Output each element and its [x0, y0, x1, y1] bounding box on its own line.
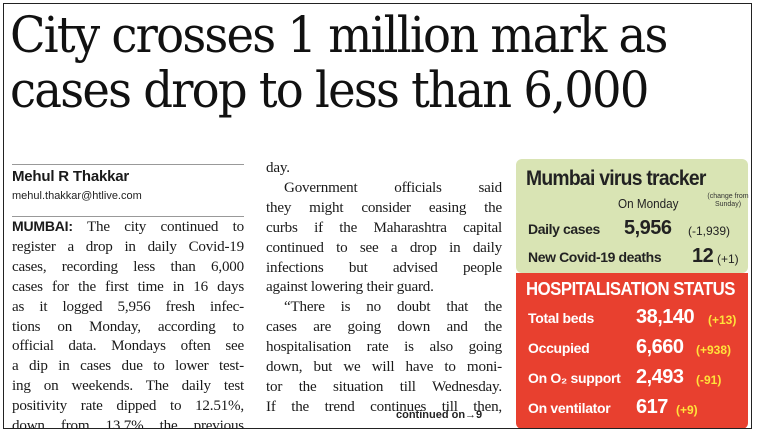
row-value: 6,660	[636, 336, 684, 358]
headline: City crosses 1 million mark as cases dro…	[10, 8, 698, 118]
ventilator-row: On ventilator 617 (+9)	[528, 396, 698, 418]
continued-on-link: continued on→9	[396, 409, 483, 421]
total-beds-row: Total beds 38,140 (+13)	[528, 306, 736, 328]
row-value: 2,493	[636, 366, 684, 388]
deaths-change: (+1)	[717, 252, 739, 266]
article-line: cases are going down and the	[266, 319, 502, 336]
row-label: On ventilator	[528, 400, 611, 416]
headline-line-1: City crosses 1 million mark as	[10, 6, 668, 64]
article-line: register a drop in daily Covid-19	[12, 238, 244, 255]
daily-cases-change: (-1,939)	[688, 224, 731, 238]
daily-cases-label: Daily cases	[528, 221, 600, 237]
tracker-subtitle: On Monday	[618, 196, 679, 211]
daily-cases-value: 5,956	[624, 217, 672, 239]
row-label: Occupied	[528, 340, 590, 356]
article-line: cases for the first time in 16 days	[12, 278, 244, 295]
hospitalisation-status-box: HOSPITALISATION STATUS Total beds 38,140…	[516, 273, 748, 428]
author-email: mehul.thakkar@htlive.com	[12, 190, 142, 202]
article-column-1: MUMBAI: The city continued to register a…	[12, 217, 244, 429]
article-column-2: day. Government officials said they migh…	[266, 159, 502, 418]
row-label: Total beds	[528, 310, 594, 326]
occupied-row: Occupied 6,660 (+938)	[528, 336, 731, 358]
article-line: tor the situation till Wednesday.	[266, 378, 502, 395]
tracker-title: Mumbai virus tracker	[526, 167, 706, 190]
tracker-note: (change from Sunday)	[707, 193, 749, 208]
article-line: as it logged 5,956 fresh infec-	[12, 298, 244, 315]
virus-tracker-box: Mumbai virus tracker On Monday (change f…	[516, 159, 749, 273]
row-label: On O₂ support	[528, 370, 621, 386]
deaths-row: New Covid-19 deaths 12 (+1)	[528, 245, 739, 267]
byline: Mehul R Thakkar mehul.thakkar@htlive.com	[12, 164, 244, 202]
row-change: (+9)	[676, 403, 698, 417]
article-line: Government officials said	[284, 179, 502, 196]
dateline: MUMBAI:	[12, 218, 73, 234]
article-line: tions on Monday, according to	[12, 318, 244, 335]
row-value: 38,140	[636, 306, 695, 328]
article-line: If the trend continues till then,	[266, 398, 502, 415]
row-change: (+13)	[708, 313, 737, 327]
deaths-value: 12	[692, 245, 714, 267]
article-line: down, but we will have to moni-	[266, 359, 502, 376]
article-line: day.	[266, 160, 290, 176]
article-line: down from 13.7% the previous	[12, 418, 244, 429]
article-line: they might consider easing the	[266, 199, 502, 216]
daily-cases-row: Daily cases 5,956 (-1,939)	[528, 217, 730, 239]
author-name: Mehul R Thakkar	[12, 168, 130, 185]
deaths-label: New Covid-19 deaths	[528, 249, 662, 265]
headline-line-2: cases drop to less than 6,000	[10, 61, 649, 119]
hospitalisation-title: HOSPITALISATION STATUS	[526, 279, 735, 299]
article-line: a dip in cases due to lower test-	[12, 358, 244, 375]
newspaper-clipping: City crosses 1 million mark as cases dro…	[3, 3, 752, 429]
row-value: 617	[636, 396, 668, 418]
article-line: MUMBAI: The city continued to	[12, 218, 244, 235]
article-line: against lowering their guard.	[266, 279, 434, 296]
article-line: positivity rate dipped to 12.51%,	[12, 398, 244, 415]
row-change: (+938)	[696, 343, 732, 357]
article-line: continued to see a drop in daily	[266, 239, 502, 256]
article-line: official data. Mondays often see	[12, 338, 244, 355]
article-line: cases, recording less than 6,000	[12, 258, 244, 275]
o2-support-row: On O₂ support 2,493 (-91)	[528, 366, 721, 388]
article-line: “There is no doubt that the	[284, 299, 502, 316]
article-line: curbs if the Maharashtra capital	[266, 219, 502, 236]
row-change: (-91)	[696, 373, 722, 387]
article-line: ing on weekends. The daily test	[12, 378, 244, 395]
article-line: infections but advised people	[266, 259, 502, 276]
byline-divider	[12, 216, 244, 217]
article-line: hospitalisation rate is also going	[266, 339, 502, 356]
